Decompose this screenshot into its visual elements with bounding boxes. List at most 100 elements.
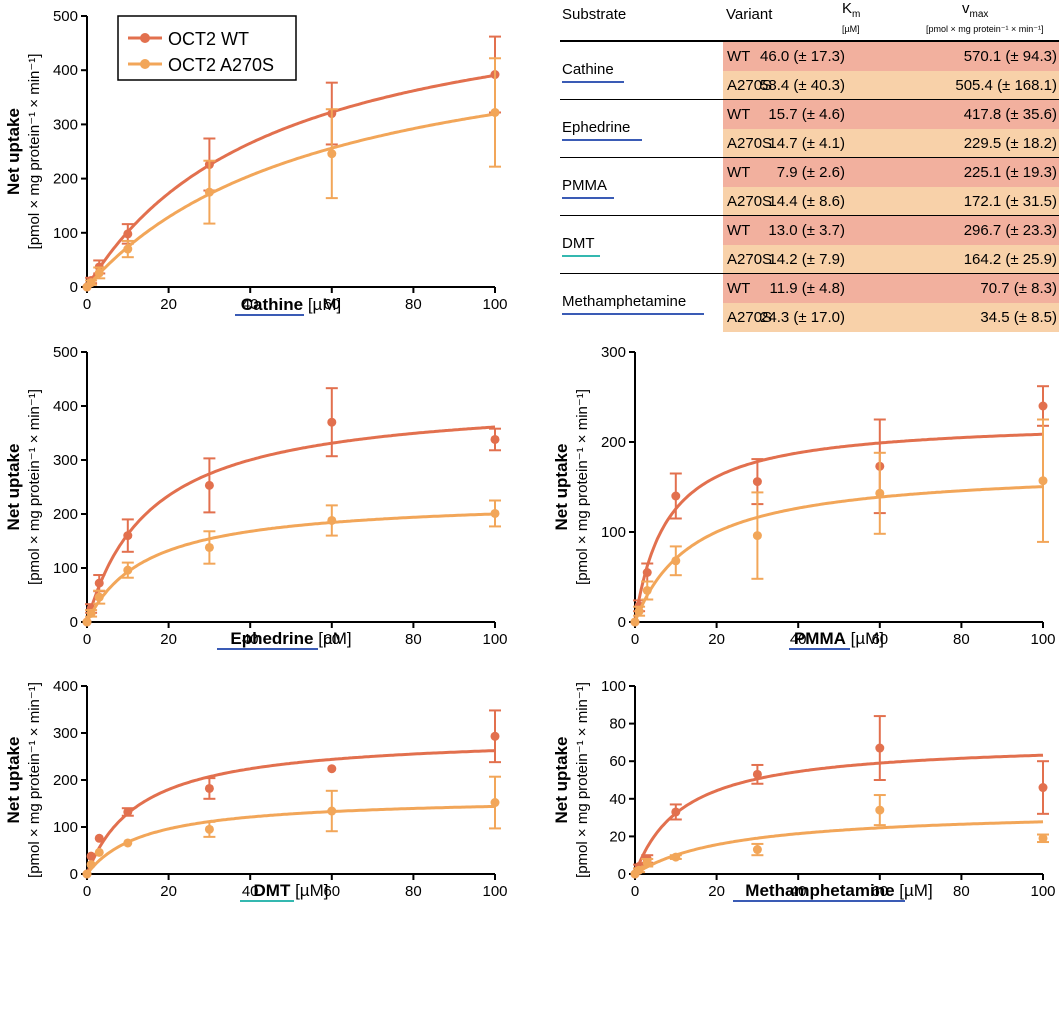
data-point-mutant (642, 858, 652, 868)
data-point-mutant (875, 488, 885, 498)
table-row-wt: WT 15.7 (± 4.6) 417.8 (± 35.6) (723, 100, 1059, 129)
header-substrate: Substrate (562, 6, 627, 23)
header-variant: Variant (726, 6, 773, 23)
cell-variant: A270S (727, 193, 773, 210)
cell-km: 13.0 (± 3.7) (768, 222, 845, 239)
legend-box (117, 15, 297, 81)
data-point-mutant (204, 824, 214, 834)
substrate-underline (562, 313, 704, 315)
table-group-cathine: Cathine WT 46.0 (± 17.3) 570.1 (± 94.3) … (560, 41, 1059, 100)
kinetics-table: Substrate Variant Km [µM] vmax [pmol × m… (560, 0, 1059, 340)
table-row-wt: WT 7.9 (± 2.6) 225.1 (± 19.3) (723, 158, 1059, 187)
cell-km: 14.2 (± 7.9) (768, 251, 845, 268)
table-row-wt: WT 13.0 (± 3.7) 296.7 (± 23.3) (723, 216, 1059, 245)
header-km-unit: [µM] (842, 24, 860, 34)
x-tick-label: 0 (83, 631, 91, 648)
y-tick-label: 100 (601, 678, 626, 695)
data-point-mutant (123, 838, 133, 848)
substrate-label: PMMA (562, 177, 607, 194)
y-axis-label-title: Net uptake (552, 737, 571, 824)
legend-wt-marker (140, 33, 150, 43)
x-tick-label: 60 (871, 883, 888, 900)
y-tick-label: 100 (53, 560, 78, 577)
data-point-wt (123, 531, 133, 541)
cell-km: 14.4 (± 8.6) (768, 193, 845, 210)
chart-panel-pmma: 0 20 40 60 80 100 0 100 200 300 PMMA [µM] Net uptak… (552, 344, 1056, 650)
data-point-mutant (875, 805, 885, 815)
x-tick-label: 40 (242, 883, 259, 900)
x-tick-label: 40 (242, 296, 259, 313)
group-separator (560, 157, 1059, 158)
data-point-mutant (327, 149, 337, 159)
cell-variant: A270S (727, 135, 773, 152)
data-point-mutant (1038, 833, 1048, 843)
substrate-underline (562, 81, 624, 83)
cell-km: 58.4 (± 40.3) (760, 77, 845, 94)
header-vmax-unit: [pmol × mg protein⁻¹ × min⁻¹] (926, 24, 1044, 34)
x-tick-label: 0 (83, 296, 91, 313)
fit-curve-wt (633, 753, 1044, 875)
header-km-symbol: K (842, 0, 853, 17)
cell-vmax: 229.5 (± 18.2) (963, 135, 1057, 152)
y-tick-label: 500 (53, 344, 78, 361)
chart-panel-dmt: 0 20 40 60 80 100 0 100 200 300 400 DMT [µM] Net upt… (4, 678, 508, 902)
y-tick-label: 100 (601, 524, 626, 541)
data-point-wt (86, 851, 96, 861)
cell-variant: WT (727, 222, 751, 239)
data-point-mutant (634, 865, 644, 875)
x-axis-label: DMT [µM] (254, 881, 329, 900)
x-axis-substrate: DMT (254, 881, 291, 900)
x-tick-label: 100 (482, 296, 507, 313)
header-vmax-symbol: v (962, 0, 970, 17)
x-axis-label: Ephedrine [µM] (230, 629, 351, 648)
y-tick-label: 300 (53, 725, 78, 742)
substrate-label: Methamphetamine (562, 293, 687, 310)
substrate-underline (562, 255, 600, 257)
table-row-wt: WT 11.9 (± 4.8) 70.7 (± 8.3) (723, 274, 1059, 303)
fit-curve-mutant (85, 512, 495, 623)
data-point-mutant (204, 187, 214, 197)
x-tick-label: 80 (405, 883, 422, 900)
x-tick-label: 0 (83, 883, 91, 900)
data-point-wt (671, 491, 681, 501)
y-tick-label: 100 (53, 819, 78, 836)
data-point-wt (123, 229, 133, 239)
y-axis-label-unit: [pmol × mg protein⁻¹ × min⁻¹] (26, 389, 43, 585)
data-point-wt (752, 477, 762, 487)
y-tick-label: 0 (70, 614, 78, 631)
x-axis-substrate: PMMA (794, 629, 846, 648)
data-point-wt (490, 731, 500, 741)
x-tick-label: 20 (160, 883, 177, 900)
y-tick-label: 0 (618, 866, 626, 883)
data-point-wt (752, 769, 762, 779)
data-point-mutant (86, 860, 96, 870)
cell-variant: WT (727, 106, 751, 123)
data-point-wt (123, 807, 133, 817)
cell-vmax: 70.7 (± 8.3) (980, 280, 1057, 297)
data-point-wt (875, 743, 885, 753)
cell-km: 14.7 (± 4.1) (768, 135, 845, 152)
table-row-mutant: A270S 14.7 (± 4.1) 229.5 (± 18.2) (723, 129, 1059, 158)
data-point-mutant (82, 869, 92, 879)
y-tick-label: 300 (53, 452, 78, 469)
y-tick-label: 200 (601, 434, 626, 451)
chart-panel-methamphetamine: 0 20 40 60 80 100 0 20 40 60 80 100 Methamphetamine … (552, 678, 1056, 902)
data-point-mutant (123, 244, 133, 254)
data-point-wt (327, 417, 337, 427)
y-axis-label-unit: [pmol × mg protein⁻¹ × min⁻¹] (574, 682, 591, 878)
cell-variant: A270S (727, 77, 773, 94)
y-axis-label-unit: [pmol × mg protein⁻¹ × min⁻¹] (26, 682, 43, 878)
x-axis-substrate: Cathine (241, 295, 303, 314)
x-axis-substrate: Ephedrine (230, 629, 313, 648)
data-point-mutant (327, 515, 337, 525)
fit-curve-mutant (85, 804, 496, 875)
y-tick-label: 40 (609, 791, 626, 808)
y-tick-label: 500 (53, 8, 78, 25)
group-separator (560, 99, 1059, 100)
data-point-mutant (490, 508, 500, 518)
data-point-wt (327, 764, 337, 774)
y-axis-label-title: Net uptake (4, 108, 23, 195)
group-separator (560, 273, 1059, 274)
fit-curve-wt (85, 749, 496, 875)
data-point-mutant (752, 845, 762, 855)
